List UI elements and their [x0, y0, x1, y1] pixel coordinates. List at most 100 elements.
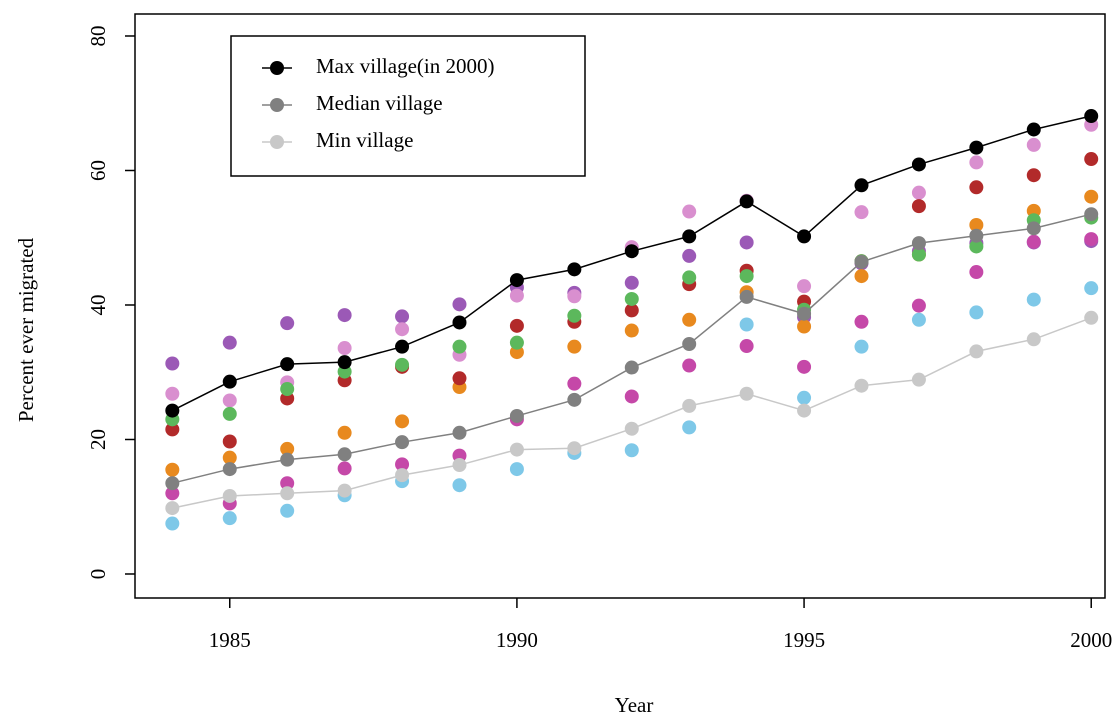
- data-point: [567, 376, 582, 391]
- y-axis-label: Percent ever migrated: [14, 237, 38, 422]
- legend-marker: [270, 61, 284, 75]
- data-point: [797, 390, 812, 405]
- y-tick-label: 80: [86, 25, 110, 46]
- data-point: [624, 275, 639, 290]
- data-point: [280, 382, 295, 397]
- data-point: [1026, 292, 1041, 307]
- data-point: [682, 398, 697, 413]
- data-point: [452, 458, 467, 473]
- data-point: [1084, 310, 1099, 325]
- data-point: [337, 483, 352, 498]
- data-point: [567, 441, 582, 456]
- data-point: [1084, 109, 1099, 124]
- data-point: [165, 386, 180, 401]
- data-point: [222, 450, 237, 465]
- data-point: [739, 339, 754, 354]
- data-point: [280, 452, 295, 467]
- data-point: [739, 235, 754, 250]
- data-point: [797, 403, 812, 418]
- data-point: [797, 319, 812, 334]
- legend-box: [230, 35, 586, 177]
- data-point: [222, 488, 237, 503]
- data-point: [337, 447, 352, 462]
- data-point: [682, 420, 697, 435]
- data-point: [222, 406, 237, 421]
- data-point: [969, 344, 984, 359]
- data-point: [682, 229, 697, 244]
- series-line: [172, 317, 1092, 509]
- y-tick-label: 40: [86, 294, 110, 315]
- data-point: [509, 442, 524, 457]
- data-point: [624, 443, 639, 458]
- data-point: [452, 315, 467, 330]
- data-point: [1084, 281, 1099, 296]
- data-point: [739, 289, 754, 304]
- data-point: [911, 372, 926, 387]
- data-point: [165, 462, 180, 477]
- data-point: [395, 322, 410, 337]
- data-point: [854, 178, 869, 193]
- data-point: [395, 357, 410, 372]
- data-point: [509, 288, 524, 303]
- data-point: [797, 359, 812, 374]
- data-point: [682, 358, 697, 373]
- data-point: [624, 291, 639, 306]
- data-point: [1026, 122, 1041, 137]
- data-point: [1026, 221, 1041, 236]
- data-point: [395, 468, 410, 483]
- data-point: [567, 308, 582, 323]
- y-tick-label: 20: [86, 429, 110, 450]
- data-point: [624, 303, 639, 318]
- data-point: [165, 476, 180, 491]
- data-point: [452, 371, 467, 386]
- data-point: [222, 434, 237, 449]
- data-point: [797, 229, 812, 244]
- data-point: [567, 262, 582, 277]
- x-tick-label: 1995: [783, 628, 825, 652]
- data-point: [1026, 332, 1041, 347]
- data-point: [969, 140, 984, 155]
- data-point: [280, 476, 295, 491]
- data-point: [969, 180, 984, 195]
- data-point: [509, 335, 524, 350]
- data-point: [682, 312, 697, 327]
- data-point: [797, 306, 812, 321]
- data-point: [395, 435, 410, 450]
- data-point: [969, 228, 984, 243]
- data-point: [969, 239, 984, 254]
- y-tick-label: 0: [86, 569, 110, 580]
- data-point: [1084, 207, 1099, 222]
- data-point: [854, 254, 869, 269]
- data-point: [222, 462, 237, 477]
- data-point: [165, 486, 180, 501]
- data-point: [337, 461, 352, 476]
- data-point: [452, 297, 467, 312]
- data-point: [624, 323, 639, 338]
- data-point: [337, 425, 352, 440]
- data-point: [854, 339, 869, 354]
- data-point: [969, 265, 984, 280]
- data-point: [854, 269, 869, 284]
- legend-marker: [270, 135, 284, 149]
- data-point: [222, 393, 237, 408]
- data-point: [739, 269, 754, 284]
- data-point: [452, 339, 467, 354]
- data-point: [452, 425, 467, 440]
- data-point: [395, 339, 410, 354]
- data-point: [509, 273, 524, 288]
- data-point: [911, 157, 926, 172]
- data-point: [969, 217, 984, 232]
- legend-label: Min village: [316, 128, 413, 152]
- data-point: [624, 244, 639, 259]
- x-tick-label: 1990: [496, 628, 538, 652]
- data-point: [854, 314, 869, 329]
- data-point: [222, 374, 237, 389]
- plot-frame: [134, 13, 1106, 599]
- data-point: [280, 357, 295, 372]
- data-point: [509, 462, 524, 477]
- data-point: [682, 336, 697, 351]
- data-point: [1026, 234, 1041, 249]
- data-point: [911, 199, 926, 214]
- data-point: [165, 422, 180, 437]
- data-point: [624, 389, 639, 404]
